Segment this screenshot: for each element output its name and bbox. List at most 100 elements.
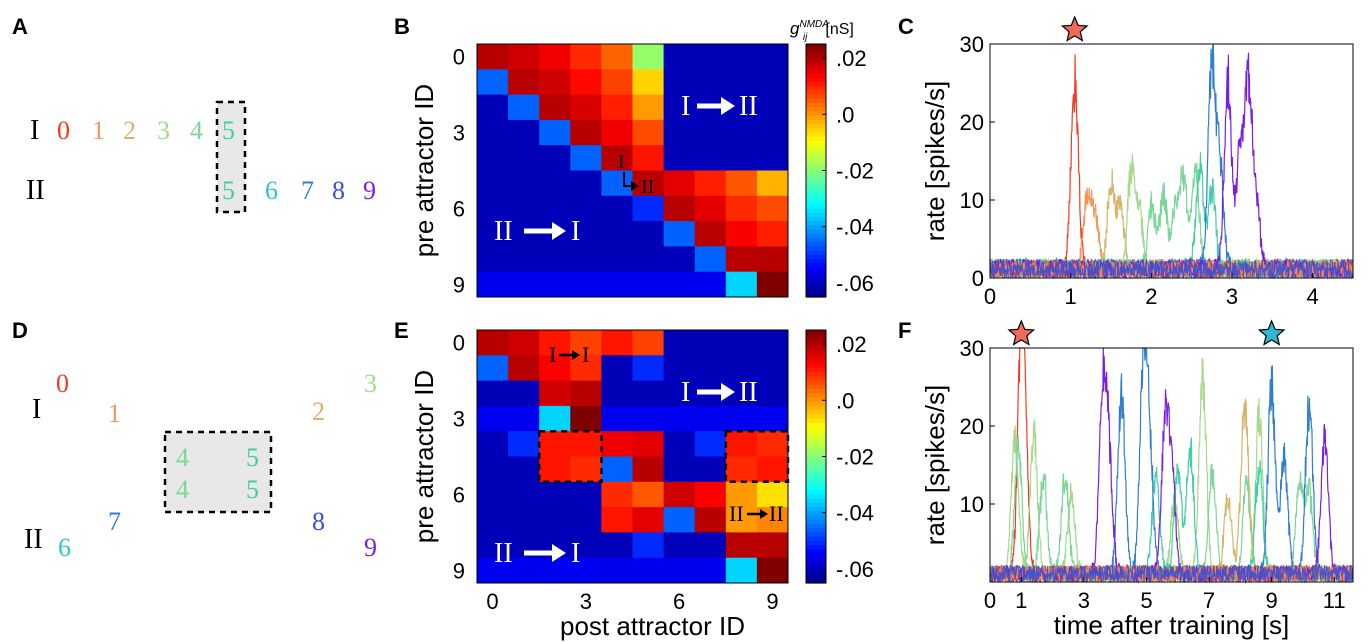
y-tick-label: 3 [453, 121, 465, 146]
x-tick-label: 3 [1226, 284, 1238, 309]
heatmap-cell [539, 119, 571, 146]
heatmap-cell [694, 246, 727, 273]
colorbar-segment [806, 90, 826, 96]
colorbar-segment [806, 200, 826, 205]
heatmap-cell [570, 456, 602, 483]
heatmap-cell [601, 557, 633, 584]
heatmap-cell [601, 330, 633, 356]
colorbar-segment [806, 439, 826, 445]
x-tick-label: 0 [984, 284, 996, 309]
rate-plot-f: 0 1 3 5 7 9 11 10 20 30 rate [spikes/s] time after … [920, 319, 1354, 640]
shared-attractor-digit-4: 4 [176, 443, 189, 472]
heatmap-cell [756, 481, 789, 508]
heatmap-cell [477, 355, 509, 382]
heatmap-cell [539, 405, 571, 432]
y-tick-label: 0 [453, 45, 465, 70]
heatmap-cell [570, 271, 602, 298]
heatmap-cell [601, 271, 633, 298]
y-tick-label: 0 [453, 331, 465, 356]
colorbar-segment [806, 56, 826, 62]
y-tick-label: 3 [453, 407, 465, 432]
colorbar-segment [806, 98, 826, 104]
colorbar-segment [806, 216, 826, 222]
heatmap-cell [663, 170, 696, 197]
colorbar-segment [806, 132, 826, 138]
colorbar-segment [806, 486, 826, 491]
heatmap-cell [601, 195, 633, 222]
heatmap-cell [508, 170, 540, 197]
heatmap-cell [725, 355, 758, 382]
colorbar-segment [806, 351, 826, 356]
heatmap-cell [570, 170, 602, 197]
colorbar-segment [806, 481, 826, 487]
colorbar-segment [806, 372, 826, 377]
shared-attractors-box [163, 430, 273, 514]
attractor-digit-5: 5 [222, 176, 235, 205]
heatmap-cell [539, 557, 571, 584]
colorbar-segment [806, 532, 826, 538]
shared-attractor-digit-5: 5 [246, 475, 259, 504]
heatmap-cell [632, 456, 665, 483]
colorbar-segment [806, 519, 826, 525]
heatmap-cell [694, 507, 727, 533]
heatmap-cell [477, 271, 509, 298]
colorbar-segment [806, 553, 826, 559]
y-tick-label: 9 [453, 558, 465, 583]
y-axis-label: rate [spikes/s] [920, 385, 950, 545]
colorbar-segment [806, 574, 826, 580]
colorbar-segment [806, 77, 826, 83]
heatmap-cell [570, 246, 602, 273]
colorbar-segment [806, 363, 826, 369]
heatmap-cell [694, 355, 727, 382]
heatmap-cell [539, 431, 571, 457]
elbow-arrow-head [631, 181, 639, 191]
plot-frame [989, 347, 1354, 583]
heatmap-cell [663, 195, 696, 222]
heatmap-cell [508, 271, 540, 298]
plot-frame [989, 43, 1354, 279]
heatmap-cell [477, 532, 509, 559]
heatmap-cell [725, 119, 758, 146]
colorbar-segment [806, 119, 826, 125]
heatmap-cell [539, 355, 571, 382]
heatmap-cell [477, 380, 509, 407]
panel-label-e: E [394, 318, 409, 343]
colorbar-segment [806, 52, 826, 58]
colorbar-segment [806, 288, 826, 294]
row-label-i: I [32, 394, 41, 425]
colorbar-segment [806, 263, 826, 269]
colorbar-segment [806, 389, 826, 394]
colorbar-segment [806, 233, 826, 239]
heatmap-cell [632, 44, 665, 70]
y-tick-label: 20 [960, 110, 984, 135]
x-axis-label: time after training [s] [1054, 610, 1290, 640]
schematic-a: I II 0 1 2 3 4 55 6 7 8 9 [26, 100, 376, 214]
heatmap-cell [477, 221, 509, 247]
heatmap-cell [725, 69, 758, 96]
colorbar-segment [806, 384, 826, 390]
heatmap-cell [570, 44, 602, 70]
heatmap-cell [601, 405, 633, 432]
x-tick-label: 3 [1078, 588, 1090, 613]
row-label-ii: II [24, 524, 43, 555]
colorbar-segment [806, 174, 826, 180]
heatmap-cell [725, 431, 758, 457]
x-tick-label: 3 [580, 589, 592, 614]
heatmap-cell [694, 119, 727, 146]
colorbar-segment [806, 578, 826, 584]
heatmap-cell [663, 119, 696, 146]
annotation-label: II [739, 91, 758, 122]
x-tick-label: 0 [984, 588, 996, 613]
heatmap-cell [663, 145, 696, 171]
heatmap-cell [756, 330, 789, 356]
heatmap-cell [694, 271, 727, 298]
heatmap-cell [694, 69, 727, 96]
heatmap-cell [663, 380, 696, 407]
colorbar-segment [806, 275, 826, 281]
x-axis-label: post attractor ID [560, 611, 745, 641]
heatmap-cell [694, 44, 727, 70]
heatmap-cell [508, 481, 540, 508]
heatmap-cell [725, 405, 758, 432]
heatmap-cell [663, 431, 696, 457]
